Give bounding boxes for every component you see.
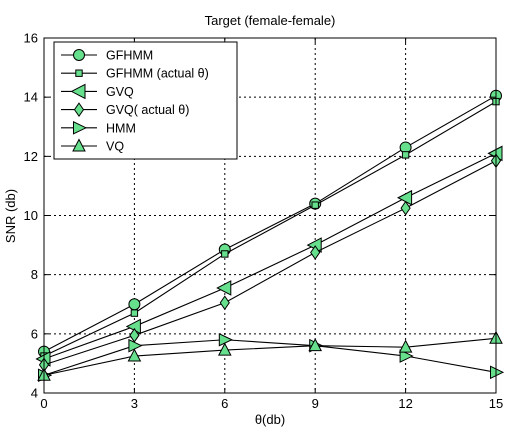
- data-point: [221, 250, 229, 258]
- series-line: [43, 337, 497, 376]
- x-tick-label: 12: [398, 396, 412, 411]
- legend-label: GVQ( actual θ): [106, 103, 189, 117]
- data-point: [310, 245, 321, 260]
- y-tick-label: 6: [31, 326, 38, 341]
- data-point: [398, 339, 413, 353]
- legend-marker: [73, 121, 88, 135]
- legend-marker: [73, 102, 85, 117]
- legend-marker: [73, 49, 85, 61]
- legend-label: VQ: [106, 140, 124, 154]
- legend-entry: VQ: [61, 138, 124, 154]
- chart-title: Target (female-female): [205, 13, 336, 28]
- data-point: [216, 280, 232, 296]
- data-point: [128, 338, 143, 353]
- legend-label: GFHMM: [106, 49, 153, 63]
- x-tick-label: 9: [312, 396, 319, 411]
- y-tick-label: 16: [24, 31, 38, 46]
- legend-marker: [70, 83, 86, 100]
- y-axis-label: SNR (db): [3, 189, 18, 243]
- data-point: [127, 348, 142, 362]
- data-point: [401, 151, 410, 159]
- x-tick-label: 6: [221, 396, 228, 411]
- legend-label: HMM: [106, 121, 136, 135]
- series-4: [38, 153, 502, 373]
- legend-entry: HMM: [61, 121, 136, 135]
- legend-entry: GVQ( actual θ): [61, 102, 189, 117]
- y-tick-label: 4: [31, 386, 38, 401]
- data-point: [219, 295, 230, 311]
- legend-box: [53, 41, 238, 160]
- legend: GFHMM GFHMM (actual θ) GVQ GVQ( actual θ) HM…: [53, 41, 238, 160]
- data-point: [128, 298, 141, 311]
- y-tick-label: 12: [24, 149, 38, 164]
- data-point: [311, 201, 319, 209]
- series-line: [43, 95, 497, 353]
- series-line: [43, 152, 497, 360]
- x-tick-label: 3: [131, 396, 138, 411]
- x-axis-label: θ(db): [255, 412, 285, 427]
- legend-entry: GFHMM (actual θ): [61, 67, 209, 81]
- series-line: [43, 101, 497, 357]
- data-point: [217, 342, 232, 356]
- series-line: [43, 339, 497, 376]
- legend-marker: [75, 69, 83, 77]
- x-tick-label: 0: [40, 396, 47, 411]
- legend-marker: [72, 138, 86, 152]
- legend-entry: GVQ: [61, 83, 134, 100]
- series-line: [43, 160, 497, 366]
- data-point: [490, 365, 505, 380]
- legend-label: GVQ: [106, 85, 134, 99]
- data-point: [218, 332, 233, 347]
- ticks: 0 3 6 9 12 15 4 6 8 10 12 14 16: [24, 31, 504, 412]
- y-tick-label: 8: [31, 267, 38, 282]
- x-tick-label: 15: [489, 396, 503, 411]
- y-tick-label: 10: [24, 208, 38, 223]
- legend-label: GFHMM (actual θ): [106, 67, 209, 81]
- data-point: [397, 189, 413, 206]
- legend-entry: GFHMM: [61, 49, 153, 63]
- data-point: [399, 349, 414, 363]
- data-point: [400, 200, 411, 216]
- data-point: [308, 338, 323, 352]
- data-point: [130, 309, 139, 317]
- y-tick-label: 14: [24, 90, 38, 105]
